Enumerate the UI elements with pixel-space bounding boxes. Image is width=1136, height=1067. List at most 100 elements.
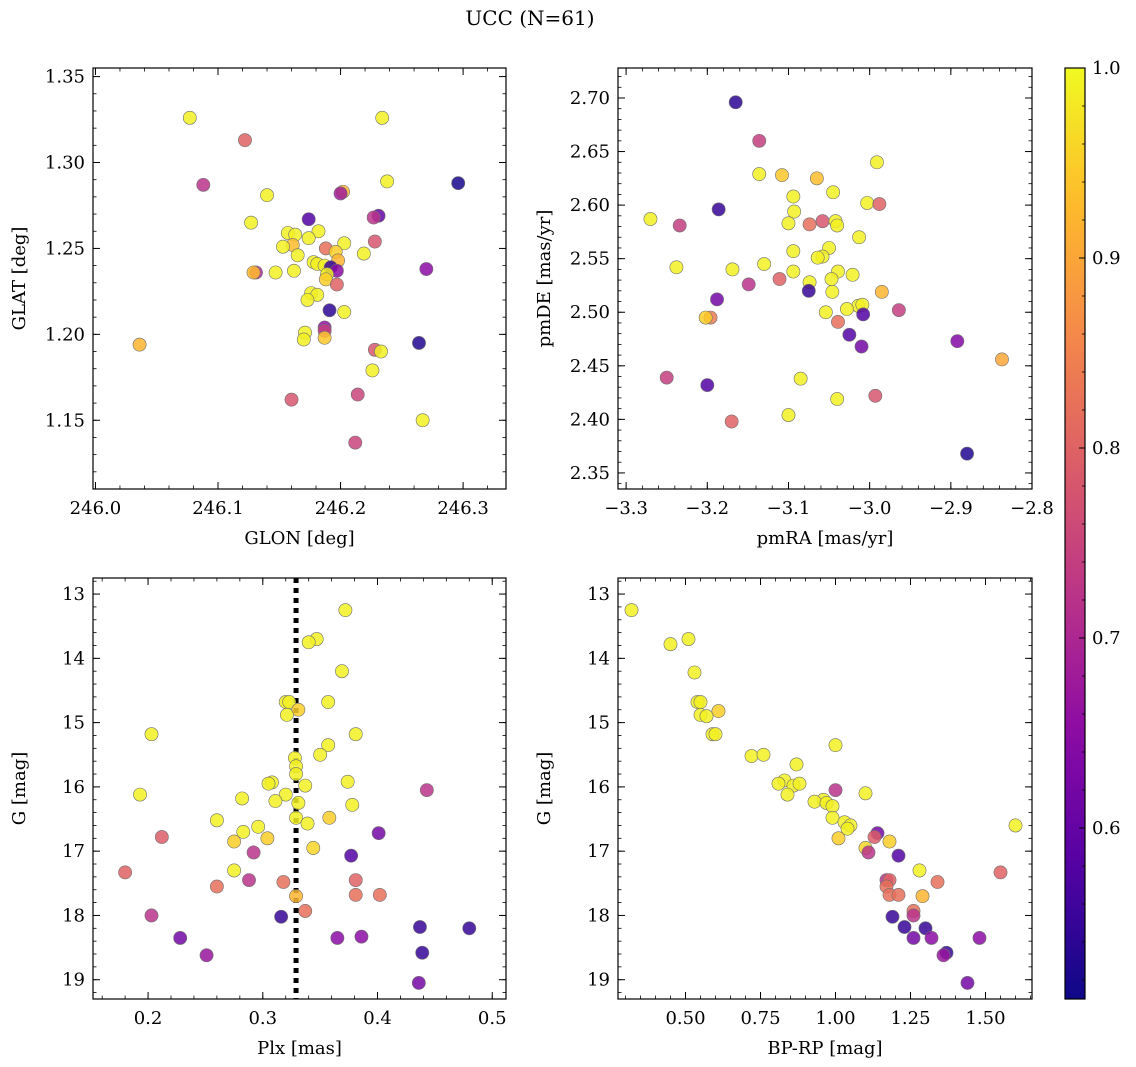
scatter-point — [824, 272, 839, 286]
scatter-point — [296, 332, 311, 347]
scatter-point — [828, 783, 843, 798]
scatter-point — [809, 171, 824, 186]
scatter-point — [711, 704, 726, 718]
scatter-point — [960, 446, 974, 461]
scatter-point — [780, 787, 795, 802]
scatter-point — [268, 265, 283, 280]
scatter-point — [344, 848, 359, 863]
scatter-point — [950, 334, 965, 349]
scatter-point — [306, 841, 321, 855]
x-tick-label: 1.00 — [815, 1008, 855, 1029]
scatter-point — [828, 738, 843, 753]
scatter-point — [659, 370, 674, 385]
y-tick-label: 1.20 — [45, 324, 85, 345]
x-tick-label: −2.9 — [929, 498, 973, 519]
scatter-point — [260, 188, 274, 203]
scatter-point — [348, 887, 363, 902]
scatter-point — [930, 875, 945, 889]
scatter-point — [227, 834, 242, 849]
scatter-point — [842, 327, 857, 342]
x-tick-label: −3.0 — [848, 498, 892, 519]
colorbar: 0.6 0.7 0.8 0.9 1.0 — [1064, 58, 1121, 1000]
scatter-point — [825, 810, 840, 825]
scatter-point — [830, 218, 845, 233]
scatter-point — [289, 889, 303, 904]
y-tick-label: 1.30 — [45, 153, 85, 174]
scatter-point — [350, 387, 365, 402]
colorbar-tick-label: 0.8 — [1092, 438, 1121, 459]
scatter-point — [840, 302, 854, 316]
scatter-point — [372, 887, 387, 902]
scatter-point — [276, 239, 290, 254]
x-tick-label: 246.2 — [315, 498, 367, 519]
scatter-point — [854, 339, 869, 354]
scatter-point — [906, 908, 921, 923]
scatter-point — [345, 797, 360, 812]
scatter-point — [251, 819, 266, 834]
scatter-point — [858, 786, 873, 801]
y-tick-label: 1.25 — [45, 238, 85, 259]
scatter-point — [643, 212, 658, 226]
scatter-point — [825, 799, 840, 814]
scatter-point — [365, 363, 380, 378]
scatter-point — [311, 224, 326, 239]
scatter-point — [700, 378, 715, 392]
axes-frame — [92, 577, 507, 1000]
scatter-point — [860, 196, 875, 210]
scatter-point — [371, 826, 386, 841]
x-tick-label: 0.2 — [134, 1008, 163, 1029]
y-tick-label: 2.50 — [570, 302, 610, 323]
scatter-point — [278, 787, 293, 802]
scatter-point — [810, 250, 825, 265]
scatter-point — [852, 230, 866, 245]
y-tick-label: 16 — [62, 777, 85, 798]
x-tick-label: 246.3 — [437, 498, 489, 519]
x-axis-label: Plx [mas] — [257, 1038, 342, 1059]
scatter-point — [885, 909, 900, 924]
y-tick-label: 2.65 — [570, 142, 610, 163]
y-tick-label: 2.70 — [570, 88, 610, 109]
scatter-point — [995, 352, 1009, 367]
scatter-point — [289, 810, 303, 825]
colorbar-tick-label: 1.0 — [1092, 58, 1121, 79]
axes-frame — [617, 67, 1033, 490]
x-axis-label: GLON [deg] — [244, 528, 354, 549]
x-tick-label: 0.3 — [248, 1008, 277, 1029]
y-tick-label: 2.45 — [570, 356, 610, 377]
y-tick-label: 2.40 — [570, 409, 610, 430]
colorbar-tick-label: 0.9 — [1092, 248, 1121, 269]
y-tick-label: 13 — [587, 584, 610, 605]
scatter-point — [413, 920, 427, 934]
scatter-point — [870, 155, 884, 170]
colorbar-bar — [1064, 67, 1086, 1000]
x-tick-label: 0.50 — [665, 1008, 705, 1029]
scatter-point — [287, 263, 301, 278]
x-axis-label: pmRA [mas/yr] — [757, 528, 894, 549]
y-tick-label: 19 — [62, 970, 85, 991]
scatter-point — [789, 757, 804, 772]
scatter-point — [752, 167, 767, 181]
scatter-point — [380, 174, 395, 189]
scatter-point — [301, 231, 316, 246]
y-axis-label: pmDE [mas/yr] — [534, 210, 555, 348]
scatter-point — [708, 727, 723, 742]
y-axis-label: G [mag] — [534, 752, 555, 825]
x-tick-label: 1.25 — [890, 1008, 930, 1029]
scatter-point — [132, 337, 147, 352]
scatter-point — [333, 186, 348, 201]
scatter-point — [462, 921, 477, 936]
scatter-point — [301, 635, 316, 650]
scatter-point — [698, 310, 713, 325]
scatter-point — [781, 216, 796, 231]
scatter-point — [238, 133, 252, 148]
scatter-point — [279, 708, 294, 722]
scatter-point — [154, 830, 169, 844]
scatter-point — [415, 945, 430, 960]
scatter-point — [337, 236, 352, 251]
y-tick-label: 13 — [62, 584, 85, 605]
scatter-point — [322, 810, 337, 825]
scatter-point — [786, 189, 801, 204]
scatter-point — [356, 246, 371, 261]
scatter-point — [274, 909, 289, 924]
scatter-point — [412, 336, 426, 350]
